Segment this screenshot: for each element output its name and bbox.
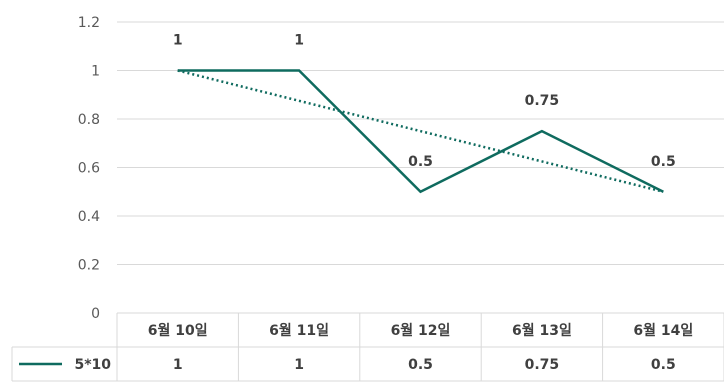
- table-value-3: 0.75: [525, 357, 560, 373]
- legend-series-name: 5*10: [74, 357, 111, 373]
- data-label-1: 1: [294, 33, 304, 49]
- data-label-3: 0.75: [525, 93, 560, 109]
- category-label-2: 6월 12일: [391, 322, 451, 339]
- category-label-1: 6월 11일: [269, 322, 329, 339]
- data-labels: 1 1 0.5 0.75 0.5: [173, 33, 676, 170]
- y-tick-label-5: 1: [91, 64, 100, 80]
- y-axis-tick-labels: 0 0.2 0.4 0.6 0.8 1 1.2: [78, 15, 100, 322]
- table-value-2: 0.5: [408, 357, 433, 373]
- y-tick-label-2: 0.4: [78, 209, 100, 225]
- trendline: [177, 69, 664, 193]
- y-tick-label-6: 1.2: [78, 15, 100, 31]
- category-label-3: 6월 13일: [512, 322, 572, 339]
- y-tick-label-1: 0.2: [78, 258, 100, 274]
- data-label-2: 0.5: [408, 154, 433, 170]
- category-label-4: 6월 14일: [633, 322, 693, 339]
- category-label-0: 6월 10일: [148, 322, 208, 339]
- trendline-linear: [177, 69, 664, 193]
- data-table: 6월 10일 6월 11일 6월 12일 6월 13일 6월 14일 5*10 1 1 0.5 0…: [11, 312, 724, 382]
- data-label-0: 1: [173, 33, 183, 49]
- y-tick-label-0: 0: [91, 306, 100, 322]
- y-tick-label-4: 0.8: [78, 112, 100, 128]
- table-value-1: 1: [294, 357, 304, 373]
- y-tick-label-3: 0.6: [78, 161, 100, 177]
- series-lines: [177, 69, 664, 194]
- gridlines: [117, 21, 724, 265]
- series-line-5x10: [177, 69, 664, 194]
- table-value-4: 0.5: [651, 357, 676, 373]
- data-label-4: 0.5: [651, 154, 676, 170]
- table-value-0: 1: [173, 357, 183, 373]
